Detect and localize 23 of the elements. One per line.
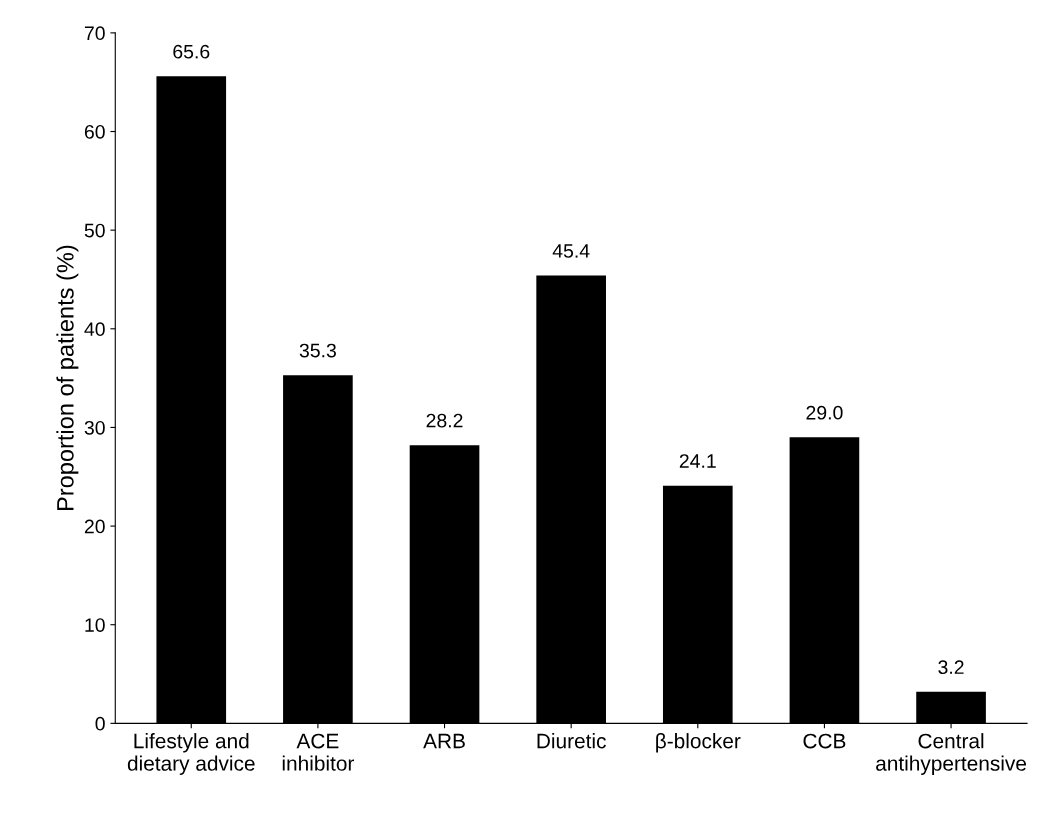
x-tick-label: ARB — [423, 733, 465, 749]
y-tick-label: 70 — [84, 26, 105, 41]
y-tick-label: 0 — [95, 716, 105, 731]
data-label: 24.1 — [679, 454, 716, 468]
y-axis-title: Proportion of patients (%) — [56, 245, 79, 511]
data-label: 3.2 — [938, 660, 964, 675]
data-label: 35.3 — [299, 343, 336, 358]
y-tick-label: 40 — [84, 322, 105, 337]
y-tick-label: 60 — [84, 124, 105, 139]
x-tick-label: Central antihypertensive — [876, 733, 1026, 775]
y-tick-label: 50 — [84, 223, 105, 238]
data-label: 45.4 — [552, 244, 590, 258]
y-tick-label: 30 — [84, 420, 105, 435]
y-tick-label: 20 — [84, 519, 105, 534]
x-tick-label: β-blocker — [656, 733, 741, 753]
x-tick-label: ACE inhibitor — [282, 733, 355, 771]
data-label: 29.0 — [806, 405, 843, 420]
y-tick-label: 10 — [85, 618, 105, 632]
x-tick-label: Diuretic — [537, 733, 606, 749]
data-label: 65.6 — [173, 44, 210, 59]
data-label: 28.2 — [426, 413, 463, 428]
x-tick-label: CCB — [803, 733, 846, 749]
x-tick-label: Lifestyle and dietary advice — [127, 733, 255, 775]
